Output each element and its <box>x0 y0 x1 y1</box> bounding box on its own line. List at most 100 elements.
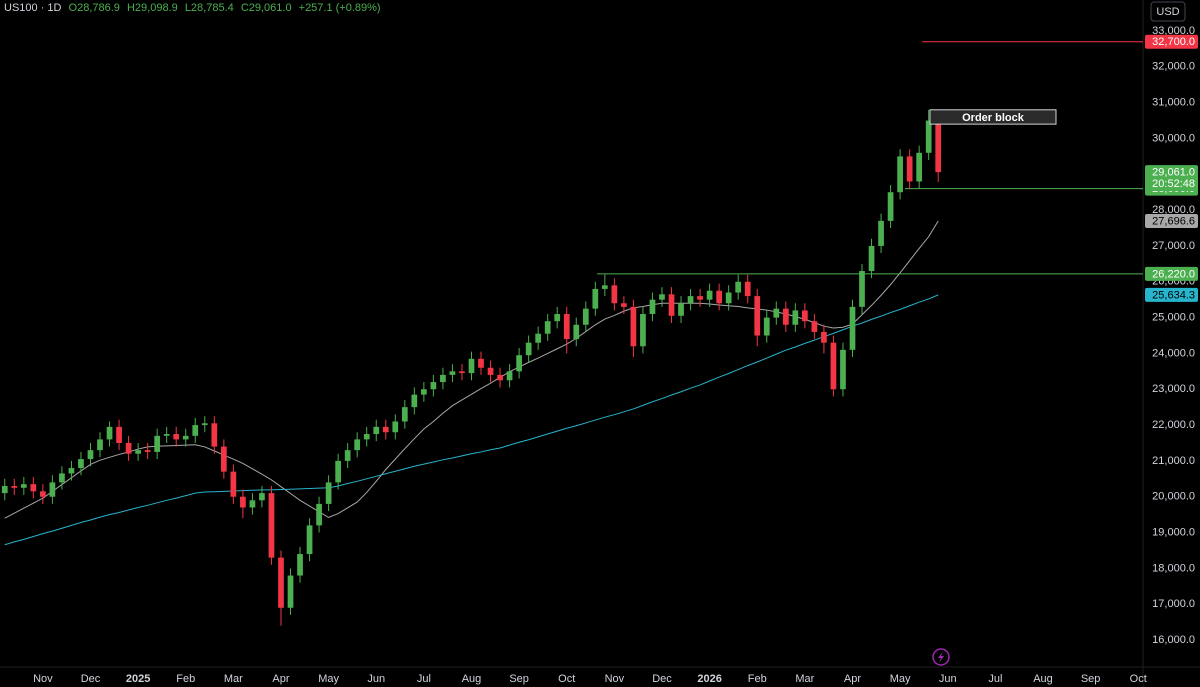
x-tick-label: Nov <box>605 673 625 685</box>
y-tick-label: 18,000.0 <box>1152 562 1195 574</box>
symbol[interactable]: US100 · 1D <box>4 2 62 14</box>
candle-body <box>268 493 275 558</box>
currency-button[interactable] <box>1150 1 1186 22</box>
x-tick-label: Apr <box>844 673 861 685</box>
ma-tag-bg <box>1145 287 1198 302</box>
moving-average-line <box>4 294 939 546</box>
candle-body <box>421 389 427 395</box>
candle-body <box>382 426 389 433</box>
candle-body <box>287 575 294 608</box>
level-tag-bg <box>1145 266 1198 281</box>
x-tick-label: 2025 <box>126 673 150 685</box>
candle-body <box>401 407 408 422</box>
candle-body <box>363 434 370 440</box>
candle-body <box>802 310 808 322</box>
x-tick-label: Mar <box>224 673 243 685</box>
candle-body <box>259 493 265 501</box>
x-tick-label: Jun <box>367 673 385 685</box>
candle-body <box>87 450 94 460</box>
candle-body <box>630 306 637 347</box>
y-tick-label: 32,000.0 <box>1152 61 1195 73</box>
candle-body <box>792 310 799 325</box>
candle-body <box>249 500 256 508</box>
ma-tag-bg <box>1145 213 1198 228</box>
x-tick-label: Jun <box>939 673 957 685</box>
ohlc-close: C29,061.0 <box>240 2 292 14</box>
candle-body <box>697 296 703 300</box>
candle-body <box>173 434 180 440</box>
last-price-tag-bg <box>1145 165 1198 192</box>
candle-body <box>125 442 132 454</box>
event-icon[interactable] <box>932 648 950 666</box>
candle-body <box>601 285 608 289</box>
candle-body <box>649 299 656 315</box>
candle-body <box>316 503 322 526</box>
candle-body <box>192 425 199 436</box>
y-tick-label: 23,000.0 <box>1152 383 1195 395</box>
candle-body <box>106 426 113 440</box>
y-tick-label: 19,000.0 <box>1152 526 1195 538</box>
candle-body <box>78 459 84 469</box>
candle-body <box>154 435 161 452</box>
x-tick-label: Feb <box>176 673 195 685</box>
candle-body <box>582 308 589 325</box>
x-tick-label: Oct <box>558 673 575 685</box>
ma-tag: 27,696.6 <box>1152 215 1195 227</box>
candle-body <box>773 308 780 318</box>
candle-body <box>449 371 456 375</box>
candle-body <box>544 321 551 334</box>
x-tick-label: Sep <box>1081 673 1101 685</box>
candle-body <box>97 439 103 451</box>
candle-body <box>144 450 151 452</box>
x-tick-label: Oct <box>1130 673 1147 685</box>
y-tick-label: 17,000.0 <box>1152 598 1195 610</box>
candle-body <box>535 333 542 343</box>
candle-body <box>573 324 580 340</box>
candle-body <box>659 294 665 300</box>
candle-body <box>763 317 770 336</box>
candle-body <box>116 426 122 443</box>
candle-body <box>201 423 208 426</box>
level-tag-bg <box>1145 34 1198 49</box>
y-tick-label: 22,000.0 <box>1152 419 1195 431</box>
candle-body <box>925 120 932 153</box>
candle-body <box>11 485 18 488</box>
candle-body <box>678 303 684 316</box>
x-tick-label: Apr <box>272 673 289 685</box>
level-tag: 32,700.0 <box>1152 36 1195 48</box>
x-tick-label: May <box>318 673 339 685</box>
candle-body <box>240 496 246 508</box>
candle-body <box>935 120 942 173</box>
candle-body <box>592 288 599 309</box>
y-tick-label: 16,000.0 <box>1152 634 1195 646</box>
candle-body <box>211 423 218 447</box>
candle-body <box>859 271 865 307</box>
candle-body <box>621 303 627 307</box>
candle-body <box>516 355 522 372</box>
candle-body <box>754 296 761 336</box>
candle-body <box>687 296 694 304</box>
last-price-tag: 29,061.0 <box>1152 167 1195 179</box>
candle-body <box>849 306 856 350</box>
x-tick-label: Aug <box>1033 673 1053 685</box>
x-tick-label: Aug <box>462 673 482 685</box>
x-tick-label: Feb <box>748 673 767 685</box>
candle-body <box>163 434 170 436</box>
level-tag: 26,220.0 <box>1152 268 1195 280</box>
currency-label[interactable]: USD <box>1156 6 1179 18</box>
x-tick-label: Jul <box>417 673 431 685</box>
candle-body <box>40 491 46 497</box>
candle-body <box>782 308 789 325</box>
candle-body <box>440 374 446 383</box>
y-tick-label: 21,000.0 <box>1152 455 1195 467</box>
candle-body <box>220 446 227 472</box>
y-tick-label: 31,000.0 <box>1152 97 1195 109</box>
candle-body <box>344 450 351 461</box>
candle-body <box>821 331 827 343</box>
candle-body <box>49 482 56 497</box>
candle-body <box>563 314 570 340</box>
y-tick-label: 24,000.0 <box>1152 347 1195 359</box>
candle-body <box>1 485 8 494</box>
